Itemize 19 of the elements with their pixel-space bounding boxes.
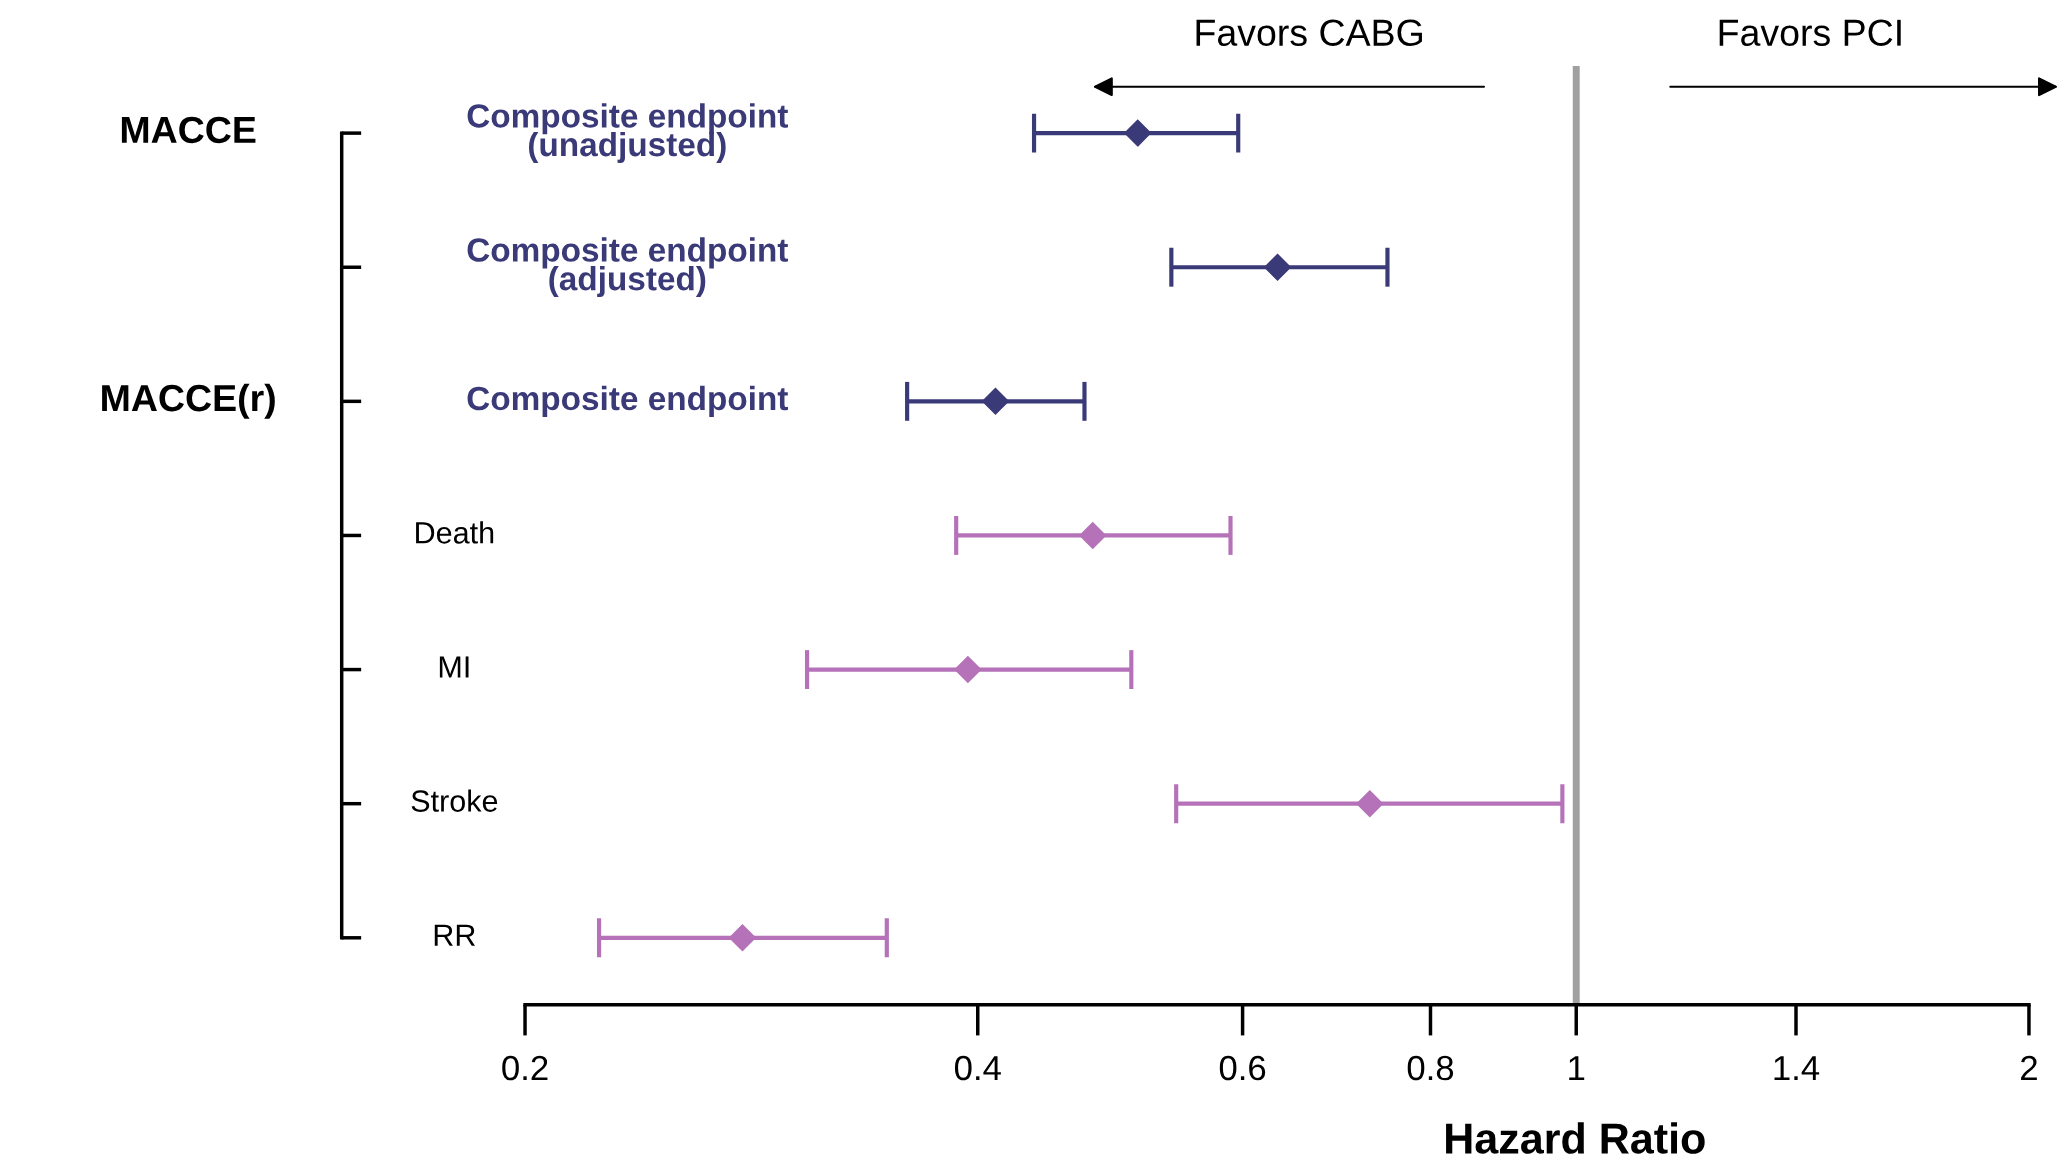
- text: MACCE: [121, 116, 256, 144]
- x-tick-label: 1: [1569, 1056, 1585, 1081]
- x-tick-label: 0.6: [1219, 1055, 1266, 1081]
- x-tick-label: 0.8: [1407, 1055, 1454, 1081]
- y-tick-label: Composite endpoint: [467, 385, 789, 417]
- y-tick-label: MI: [439, 656, 469, 678]
- x-axis-title: Hazard Ratio: [1446, 1122, 1705, 1154]
- x-tick-label: 0.2: [502, 1055, 548, 1081]
- text: MACCE(r): [102, 383, 275, 419]
- text: Favors CABG: [1196, 19, 1422, 46]
- text: Favors PCI: [1719, 19, 1901, 46]
- x-tick-label: 1.4: [1774, 1056, 1820, 1081]
- y-tick-label: Death: [416, 521, 494, 544]
- y-tick-label: RR: [434, 924, 475, 946]
- y-tick-label: Stroke: [411, 789, 498, 812]
- y-tick-label: Composite endpoint (unadjusted): [467, 103, 789, 163]
- x-tick-label: 2: [2021, 1055, 2037, 1081]
- x-tick-label: 0.4: [954, 1055, 1001, 1081]
- y-tick-label: Composite endpoint (adjusted): [467, 237, 789, 298]
